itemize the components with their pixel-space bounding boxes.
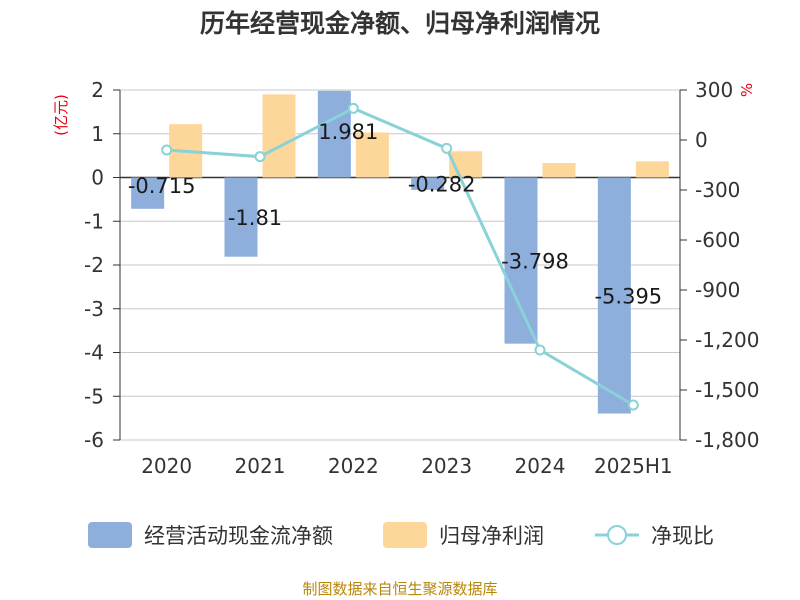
ratio-point — [627, 399, 639, 411]
source-note: 制图数据来自恒生聚源数据库 — [302, 580, 497, 598]
cash-flow-data-label: -1.81 — [228, 206, 282, 230]
left-tick-label: -5 — [84, 384, 104, 408]
cash-flow-data-label: -3.798 — [501, 250, 569, 274]
legend: 经营活动现金流净额 归母净利润 净现比 — [88, 522, 714, 548]
legend-label: 归母净利润 — [439, 524, 544, 548]
chart-title: 历年经营现金净额、归母净利润情况 — [200, 9, 600, 38]
ratio-point — [161, 144, 173, 156]
axes: 2 1 0 -1 -2 -3 -4 -5 -6 300 0 -300 -600 -900 -1,200 -1,… — [84, 78, 759, 478]
left-tick-label: 2 — [91, 78, 104, 102]
cash-flow-data-label: -0.282 — [408, 173, 476, 197]
x-tick-label: 2020 — [141, 454, 192, 478]
x-tick-label: 2024 — [515, 454, 566, 478]
ratio-point — [534, 344, 546, 356]
left-axis-unit: (亿元) — [52, 94, 70, 136]
data-labels: -0.715 -1.81 1.981 -0.282 -3.798 -5.395 — [128, 120, 662, 309]
left-tick-label: -2 — [84, 253, 104, 277]
cash-flow-data-label: 1.981 — [318, 120, 378, 144]
x-tick-label: 2022 — [328, 454, 379, 478]
right-tick-label: -900 — [695, 278, 740, 302]
cash-flow-data-label: -0.715 — [128, 174, 196, 198]
net-profit-bar — [635, 161, 669, 178]
legend-net-profit: 归母净利润 — [383, 522, 544, 548]
cash-flow-data-label: -5.395 — [594, 285, 662, 309]
right-tick-label: 0 — [695, 128, 708, 152]
right-tick-label: -1,500 — [695, 378, 759, 402]
right-axis-unit: % — [738, 83, 756, 97]
ratio-point — [441, 142, 453, 154]
left-tick-label: -1 — [84, 209, 104, 233]
cash-flow-bar — [317, 90, 351, 178]
x-tick-label: 2023 — [421, 454, 472, 478]
legend-marker — [607, 525, 627, 545]
cash-flow-bar — [131, 177, 165, 209]
right-tick-label: -1,200 — [695, 328, 759, 352]
legend-swatch — [383, 522, 427, 548]
legend-label: 净现比 — [651, 524, 714, 548]
left-tick-label: -4 — [84, 341, 104, 365]
ratio-point — [254, 151, 266, 163]
left-tick-label: -3 — [84, 297, 104, 321]
legend-label: 经营活动现金流净额 — [144, 524, 333, 548]
right-tick-label: -600 — [695, 228, 740, 252]
x-tick-label: 2021 — [235, 454, 286, 478]
net-profit-bar — [355, 132, 389, 178]
x-tick-label: 2025H1 — [594, 454, 673, 478]
right-tick-label: -1,800 — [695, 428, 759, 452]
legend-swatch — [88, 522, 132, 548]
line-series — [161, 102, 639, 411]
cash-flow-bar — [504, 177, 538, 344]
net-profit-bar — [542, 163, 576, 178]
cash-flow-bar — [411, 177, 445, 190]
net-profit-bar — [262, 94, 296, 178]
left-tick-label: 0 — [91, 166, 104, 190]
legend-cash-flow: 经营活动现金流净额 — [88, 522, 333, 548]
cash-flow-bar — [597, 177, 631, 414]
right-tick-label: -300 — [695, 178, 740, 202]
cash-flow-bar — [224, 177, 258, 257]
bars — [131, 90, 669, 414]
ratio-point — [347, 102, 359, 114]
left-tick-label: -6 — [84, 428, 104, 452]
grid — [120, 89, 680, 441]
ratio-line — [166, 106, 635, 407]
legend-ratio: 净现比 — [595, 524, 714, 548]
left-tick-label: 1 — [91, 122, 104, 146]
right-tick-label: 300 — [695, 78, 733, 102]
